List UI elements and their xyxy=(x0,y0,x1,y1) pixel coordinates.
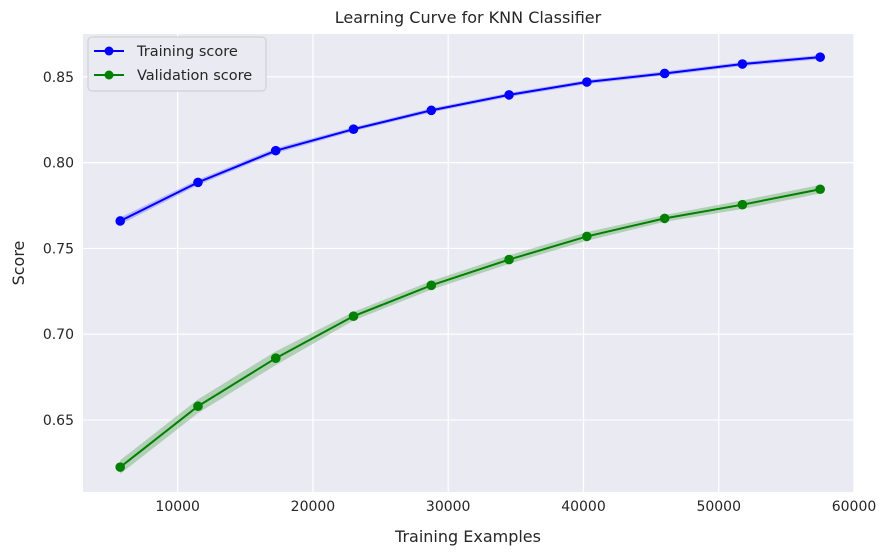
y-tick-label: 0.65 xyxy=(43,413,74,429)
x-tick-label: 30000 xyxy=(426,499,471,515)
series-points xyxy=(115,52,825,472)
training-score-point xyxy=(737,59,748,69)
validation-score-point xyxy=(426,280,437,291)
y-tick-label: 0.85 xyxy=(43,70,74,86)
training-score-point xyxy=(193,177,203,188)
legend: Training score Validation score xyxy=(87,36,267,92)
training-score-point xyxy=(115,216,125,226)
validation-score-point xyxy=(504,254,514,265)
validation-score-point xyxy=(659,213,670,224)
y-axis-label: Score xyxy=(9,241,28,286)
legend-label-training: Training score xyxy=(136,44,238,60)
validation-score-line xyxy=(119,188,821,468)
validation-score-point xyxy=(270,353,281,364)
legend-entry-training: Training score xyxy=(94,44,238,60)
series-lines xyxy=(119,56,821,468)
x-axis-label: Training Examples xyxy=(394,527,541,546)
validation-score-point xyxy=(115,462,125,472)
x-tick-label: 40000 xyxy=(561,499,606,515)
legend-box xyxy=(87,36,267,92)
legend-label-validation: Validation score xyxy=(137,68,252,84)
x-tick-label: 60000 xyxy=(832,499,877,515)
validation-score-point xyxy=(193,401,203,412)
training-score-point xyxy=(582,77,592,87)
validation-score-point xyxy=(815,184,825,195)
training-score-point xyxy=(815,52,825,62)
chart-title: Learning Curve for KNN Classifier xyxy=(335,8,602,27)
legend-marker-training xyxy=(104,46,114,56)
training-score-point xyxy=(426,105,437,116)
y-axis-ticks: 0.65 0.70 0.75 0.80 0.85 xyxy=(43,70,74,429)
x-tick-label: 20000 xyxy=(291,499,336,515)
training-score-point xyxy=(270,145,281,156)
y-tick-label: 0.70 xyxy=(43,327,74,343)
legend-marker-validation xyxy=(104,70,114,80)
x-axis-ticks: 10000 20000 30000 40000 50000 60000 xyxy=(155,499,876,515)
plot-background xyxy=(83,34,854,492)
validation-score-point xyxy=(348,311,359,321)
validation-score-point xyxy=(582,231,592,242)
training-score-point xyxy=(504,90,514,100)
y-tick-label: 0.75 xyxy=(43,241,74,257)
training-score-point xyxy=(659,68,670,79)
grid-lines xyxy=(83,34,855,492)
legend-entry-validation: Validation score xyxy=(94,68,252,84)
validation-score-point xyxy=(737,199,748,210)
x-tick-label: 10000 xyxy=(155,499,200,515)
training-score-point xyxy=(348,124,359,135)
training-score-line xyxy=(119,56,821,222)
x-tick-label: 50000 xyxy=(696,499,741,515)
y-tick-label: 0.80 xyxy=(43,156,74,172)
